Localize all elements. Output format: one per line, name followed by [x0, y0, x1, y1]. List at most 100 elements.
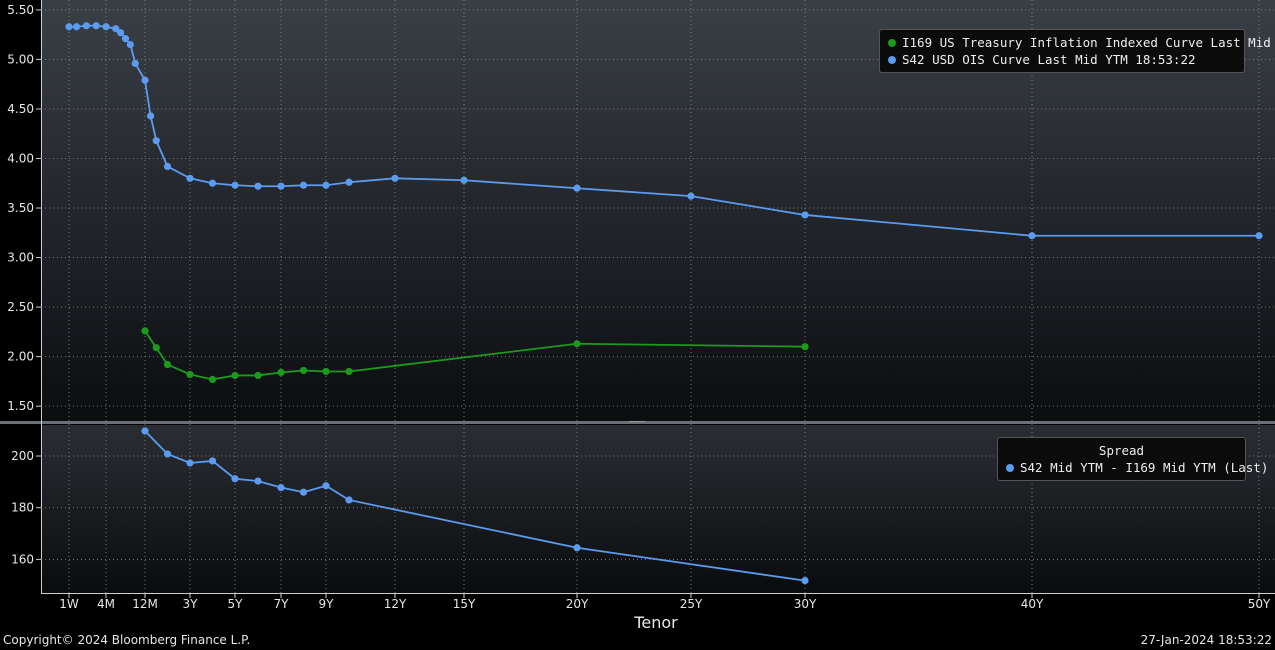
legend-item-ois[interactable]: S42 USD OIS Curve Last Mid YTM 18:53:22 [888, 51, 1236, 68]
legend-marker-blue-icon [1006, 463, 1014, 472]
data-point[interactable] [231, 475, 239, 483]
x-tick-label: 25Y [680, 597, 703, 611]
data-point[interactable] [163, 162, 172, 171]
x-tick-label: 40Y [1021, 597, 1044, 611]
y-tick-label: 5.00 [7, 52, 34, 66]
x-tick-label: 30Y [794, 597, 817, 611]
data-point[interactable] [345, 496, 353, 504]
y-tick-label: 3.00 [7, 251, 34, 265]
data-point[interactable] [687, 192, 695, 200]
y-tick-label: 3.50 [7, 201, 34, 215]
data-point[interactable] [801, 343, 809, 351]
y-tick-label: 5.50 [7, 3, 34, 17]
y-tick-label: 1.50 [7, 399, 34, 413]
data-point[interactable] [299, 366, 308, 375]
data-point[interactable] [131, 59, 139, 67]
copyright-text: Copyright© 2024 Bloomberg Finance L.P. [3, 633, 251, 647]
y-tick-label: 4.50 [7, 102, 34, 116]
data-point[interactable] [231, 371, 239, 380]
data-point[interactable] [299, 181, 308, 189]
data-point[interactable] [141, 427, 149, 435]
x-tick-label: 3Y [183, 597, 199, 611]
x-tick-label: 1W [59, 597, 79, 611]
y-tick-label: 4.00 [7, 151, 34, 165]
data-point[interactable] [391, 174, 399, 182]
data-point[interactable] [208, 179, 217, 187]
upper-legend[interactable]: I169 US Treasury Inflation Indexed Curve… [879, 29, 1275, 73]
legend-item-spread[interactable]: S42 Mid YTM - I169 Mid YTM (Last) [1006, 459, 1268, 476]
timestamp-text: 27-Jan-2024 18:53:22 [1140, 633, 1272, 647]
data-point[interactable] [460, 176, 468, 184]
data-point[interactable] [277, 483, 285, 492]
data-point[interactable] [254, 477, 262, 485]
x-tick-label: 12M [132, 597, 158, 611]
x-tick-label: 5Y [228, 597, 244, 611]
legend-item-real-yield[interactable]: I169 US Treasury Inflation Indexed Curve… [888, 34, 1275, 51]
data-point[interactable] [277, 182, 285, 190]
data-point[interactable] [163, 450, 172, 458]
data-point[interactable] [254, 371, 262, 380]
legend-title-spread: Spread [1098, 443, 1145, 458]
data-point[interactable] [117, 29, 125, 37]
data-point[interactable] [322, 367, 330, 376]
data-point[interactable] [345, 367, 353, 376]
data-point[interactable] [801, 576, 809, 585]
data-point[interactable] [102, 23, 110, 31]
legend-label-real-yield: I169 US Treasury Inflation Indexed Curve… [902, 35, 1275, 50]
data-point[interactable] [186, 459, 194, 467]
data-point[interactable] [322, 181, 330, 189]
data-point[interactable] [1255, 232, 1263, 240]
data-point[interactable] [92, 22, 100, 30]
data-point[interactable] [147, 112, 155, 120]
x-tick-label: 9Y [319, 597, 335, 611]
x-tick-label: 4M [97, 597, 115, 611]
x-tick-label: 12Y [384, 597, 407, 611]
data-point[interactable] [65, 23, 73, 31]
chart-marks [65, 22, 1263, 585]
data-point[interactable] [152, 344, 160, 352]
data-point[interactable] [126, 40, 134, 49]
data-point[interactable] [322, 482, 330, 490]
data-point[interactable] [299, 488, 308, 496]
x-tick-label: 20Y [566, 597, 589, 611]
y-tick-label: 2.00 [7, 350, 34, 364]
legend-marker-blue-icon [888, 55, 896, 64]
y-tick-label: 200 [11, 449, 34, 463]
data-point[interactable] [72, 23, 81, 31]
data-point[interactable] [186, 174, 194, 182]
data-point[interactable] [141, 327, 149, 335]
data-point[interactable] [186, 370, 194, 379]
data-point[interactable] [121, 35, 130, 43]
legend-label-spread: S42 Mid YTM - I169 Mid YTM (Last) [1020, 460, 1269, 475]
data-point[interactable] [801, 211, 809, 219]
data-point[interactable] [345, 178, 353, 186]
data-point[interactable] [231, 181, 239, 189]
data-point[interactable] [208, 375, 217, 383]
x-tick-label: 7Y [274, 597, 290, 611]
series-line[interactable] [144, 430, 806, 582]
data-point[interactable] [208, 457, 217, 465]
data-point[interactable] [573, 184, 581, 192]
data-point[interactable] [573, 544, 581, 552]
x-tick-label: 50Y [1248, 597, 1271, 611]
data-point[interactable] [1028, 232, 1036, 240]
gridlines [41, 0, 1275, 593]
lower-legend[interactable]: Spread S42 Mid YTM - I169 Mid YTM (Last) [997, 437, 1268, 481]
y-tick-label: 180 [11, 501, 34, 515]
data-point[interactable] [254, 182, 262, 190]
legend-marker-green-icon [888, 38, 896, 47]
axis-labels: 1W 4M 12M 3Y 5Y 7Y 9Y 12Y 15Y 20Y 25Y 30Y 40Y 50Y 5.50… [7, 3, 1271, 611]
data-point[interactable] [163, 360, 172, 369]
x-tick-label: 15Y [453, 597, 476, 611]
data-point[interactable] [277, 368, 285, 377]
data-point[interactable] [82, 22, 90, 30]
legend-label-ois: S42 USD OIS Curve Last Mid YTM 18:53:22 [902, 52, 1196, 67]
data-point[interactable] [112, 25, 120, 33]
data-point[interactable] [152, 137, 160, 145]
x-axis-title: Tenor [633, 613, 678, 632]
data-point[interactable] [573, 340, 581, 348]
y-tick-label: 160 [11, 552, 34, 566]
data-point[interactable] [141, 76, 149, 84]
y-tick-label: 2.50 [7, 300, 34, 314]
